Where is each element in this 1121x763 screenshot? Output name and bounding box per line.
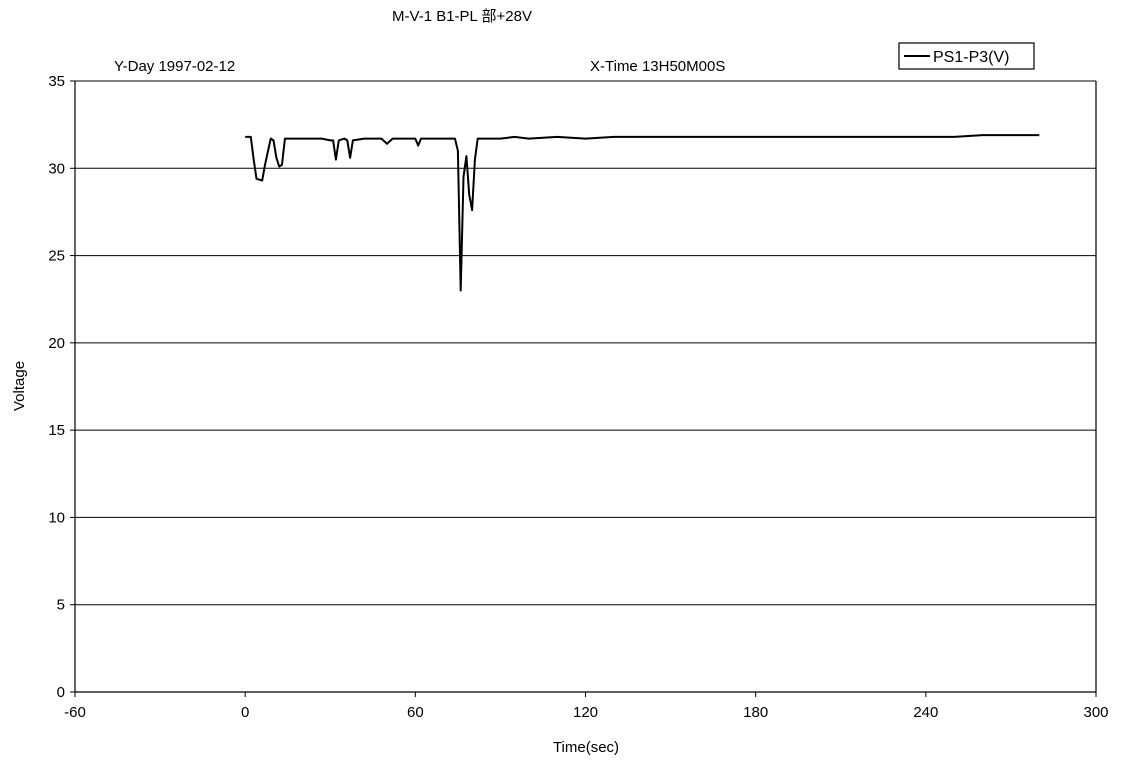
y-tick-label: 15 xyxy=(48,422,65,439)
x-tick-label: -60 xyxy=(64,704,86,721)
x-axis-label: Time(sec) xyxy=(553,739,619,756)
y-day-label: Y-Day 1997-02-12 xyxy=(114,58,235,75)
y-tick-label: 35 xyxy=(48,73,65,90)
legend: PS1-P3(V) xyxy=(898,42,1035,70)
x-tick-label: 240 xyxy=(913,704,938,721)
series-line-ps1-p3 xyxy=(245,134,1040,292)
x-tick-label: 180 xyxy=(743,704,768,721)
x-time-label: X-Time 13H50M00S xyxy=(590,58,725,75)
chart-title: M-V-1 B1-PL 部+28V xyxy=(392,8,532,25)
x-axis-ticks: -60 0 60 120 180 240 300 xyxy=(64,692,1109,721)
y-axis-ticks: 0 5 10 15 20 25 30 35 xyxy=(48,73,75,701)
y-tick-label: 5 xyxy=(57,597,65,614)
legend-label: PS1-P3(V) xyxy=(933,49,1009,66)
y-tick-label: 0 xyxy=(57,684,65,701)
y-tick-label: 25 xyxy=(48,248,65,265)
x-tick-label: 60 xyxy=(407,704,424,721)
y-axis-label: Voltage xyxy=(11,361,28,411)
x-tick-label: 120 xyxy=(573,704,598,721)
x-tick-label: 300 xyxy=(1083,704,1108,721)
y-tick-label: 10 xyxy=(48,509,65,526)
x-tick-label: 0 xyxy=(241,704,249,721)
y-tick-label: 20 xyxy=(48,335,65,352)
y-tick-label: 30 xyxy=(48,160,65,177)
grid xyxy=(75,80,1096,606)
